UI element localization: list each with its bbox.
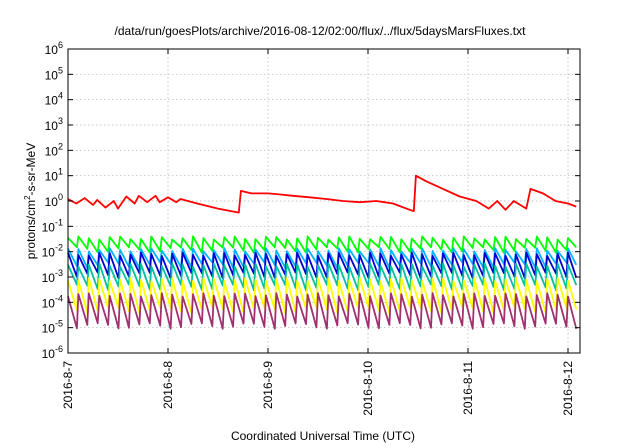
x-tick-label: 2016-8-7 — [61, 361, 75, 409]
y-tick-label: 10-6 — [42, 344, 63, 361]
series-line-2 — [67, 247, 578, 270]
series-layer — [67, 174, 578, 330]
series-line-4 — [67, 262, 578, 292]
y-tick-label: 106 — [45, 40, 63, 57]
y-tick-label: 104 — [45, 91, 63, 108]
y-tick-label: 10-2 — [42, 243, 63, 260]
x-tick-label: 2016-8-12 — [561, 361, 575, 416]
y-tick-label: 105 — [45, 65, 63, 82]
series-line-3 — [67, 251, 578, 280]
y-axis-label: protons/cm2-s-sr-MeV — [23, 143, 38, 259]
y-axis-ticks: 10-6 10-5 10-4 10-3 10-2 10-1 100 101 102 103 104 1… — [42, 40, 580, 361]
x-tick-label: 2016-8-9 — [261, 361, 275, 409]
y-tick-label: 10-1 — [42, 217, 63, 234]
y-tick-label: 10-5 — [42, 319, 63, 336]
x-tick-label: 2016-8-8 — [161, 361, 175, 409]
x-tick-label: 2016-8-11 — [461, 361, 475, 415]
y-axis-label-part2: -s-sr-MeV — [24, 143, 38, 196]
series-red-line — [67, 174, 577, 214]
series-line-6 — [67, 292, 578, 330]
x-axis-label: Coordinated Universal Time (UTC) — [231, 429, 415, 443]
y-tick-label: 103 — [45, 116, 63, 133]
series-line-1 — [67, 235, 577, 254]
y-axis-label-part1: protons/cm — [24, 200, 38, 259]
chart-title: /data/run/goesPlots/archive/2016-08-12/0… — [115, 24, 527, 38]
y-tick-label: 101 — [45, 167, 63, 184]
y-axis-label-superscript: 2 — [23, 195, 32, 200]
x-tick-label: 2016-8-10 — [361, 361, 375, 416]
y-tick-label: 100 — [45, 192, 63, 209]
y-tick-label: 102 — [45, 141, 63, 158]
y-tick-label: 10-3 — [42, 268, 63, 285]
series-line-5 — [67, 276, 578, 315]
x-axis-ticks: 2016-8-7 2016-8-8 2016-8-9 2016-8-10 2016-8-… — [61, 49, 575, 416]
y-tick-label: 10-4 — [42, 293, 63, 310]
